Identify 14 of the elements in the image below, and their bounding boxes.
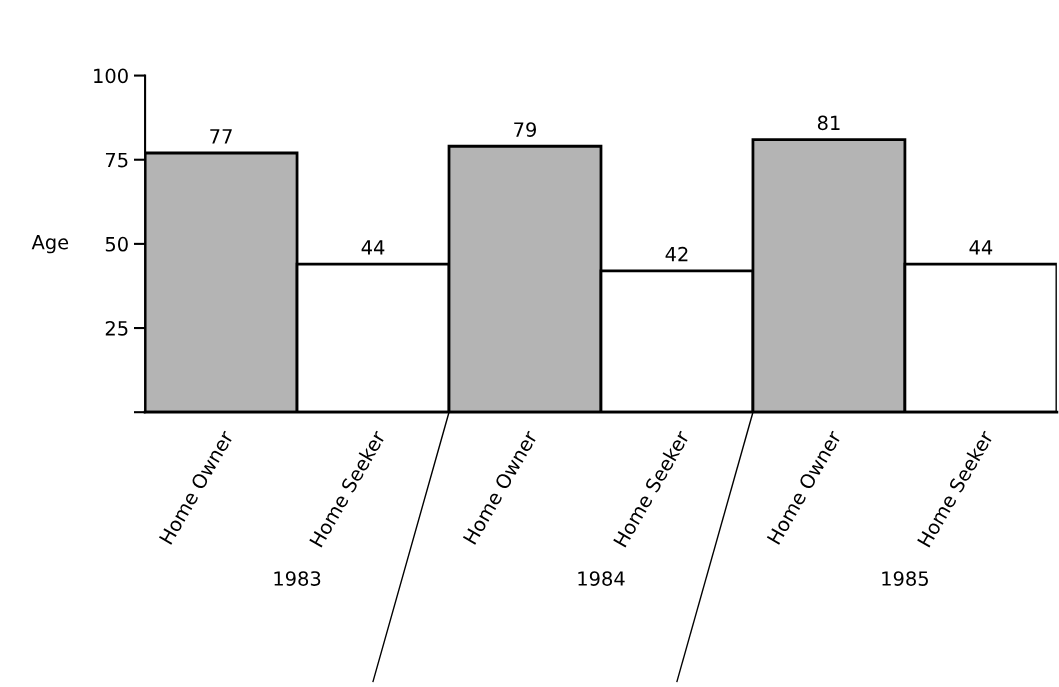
y-tick-label: 50 xyxy=(105,236,128,252)
data-label: 81 xyxy=(817,115,840,131)
data-label: 44 xyxy=(969,240,993,255)
y-tick-label: 75 xyxy=(105,152,128,168)
y-tick-label: 100 xyxy=(94,68,128,84)
data-label: 44 xyxy=(361,240,385,255)
y-tick-label: 25 xyxy=(105,321,128,336)
y-axis-title: Age xyxy=(31,235,69,254)
text: 1985 xyxy=(882,571,928,586)
data-label: 79 xyxy=(514,122,536,137)
data-label: 42 xyxy=(665,246,688,262)
data-label: 77 xyxy=(210,129,232,144)
text: 1983 xyxy=(274,571,321,586)
text: 1984 xyxy=(578,571,625,586)
